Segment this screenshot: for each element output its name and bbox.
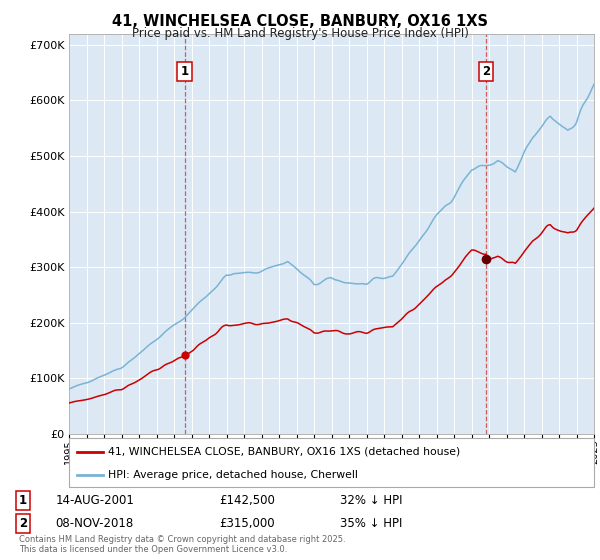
Text: £142,500: £142,500 <box>220 494 275 507</box>
Text: 08-NOV-2018: 08-NOV-2018 <box>55 517 133 530</box>
Text: 1: 1 <box>181 65 188 78</box>
Text: 35% ↓ HPI: 35% ↓ HPI <box>340 517 403 530</box>
Text: HPI: Average price, detached house, Cherwell: HPI: Average price, detached house, Cher… <box>109 470 358 480</box>
Text: 2: 2 <box>482 65 490 78</box>
Text: 32% ↓ HPI: 32% ↓ HPI <box>340 494 403 507</box>
Text: 14-AUG-2001: 14-AUG-2001 <box>55 494 134 507</box>
Text: £315,000: £315,000 <box>220 517 275 530</box>
Text: Contains HM Land Registry data © Crown copyright and database right 2025.
This d: Contains HM Land Registry data © Crown c… <box>19 535 346 554</box>
Text: 41, WINCHELSEA CLOSE, BANBURY, OX16 1XS (detached house): 41, WINCHELSEA CLOSE, BANBURY, OX16 1XS … <box>109 447 461 457</box>
Text: 1: 1 <box>19 494 27 507</box>
Text: 41, WINCHELSEA CLOSE, BANBURY, OX16 1XS: 41, WINCHELSEA CLOSE, BANBURY, OX16 1XS <box>112 14 488 29</box>
Text: 2: 2 <box>19 517 27 530</box>
Text: Price paid vs. HM Land Registry's House Price Index (HPI): Price paid vs. HM Land Registry's House … <box>131 27 469 40</box>
FancyBboxPatch shape <box>69 438 594 487</box>
